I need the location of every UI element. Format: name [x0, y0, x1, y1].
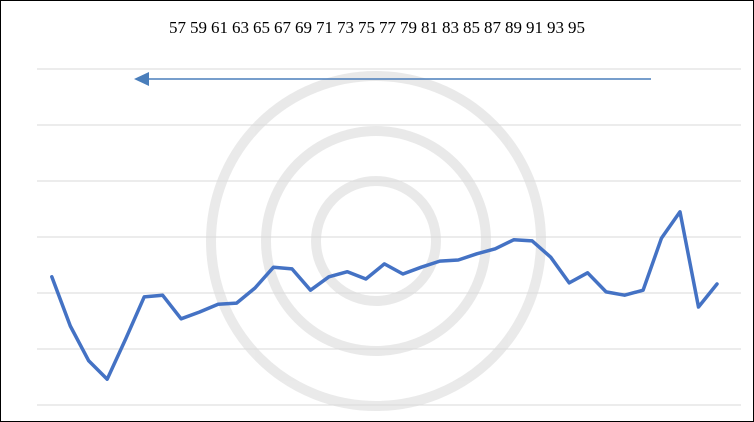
x-tick-label: 67: [274, 18, 291, 37]
x-tick-label: 89: [505, 18, 522, 37]
x-tick-label: 95: [568, 18, 585, 37]
x-tick-label: 77: [379, 18, 396, 37]
x-tick-label: 69: [295, 18, 312, 37]
x-tick-label: 85: [463, 18, 480, 37]
x-tick-label: 75: [358, 18, 375, 37]
x-tick-label: 71: [316, 18, 333, 37]
x-tick-label: 57: [169, 18, 186, 37]
x-tick-label: 59: [190, 18, 207, 37]
x-tick-label: 87: [484, 18, 501, 37]
x-tick-label: 61: [211, 18, 228, 37]
data-line: [50, 210, 719, 381]
x-tick-label: 91: [526, 18, 543, 37]
x-tick-label: 65: [253, 18, 270, 37]
x-tick-label: 73: [337, 18, 354, 37]
x-tick-label: 63: [232, 18, 249, 37]
x-tick-label: 81: [421, 18, 438, 37]
x-tick-label: 83: [442, 18, 459, 37]
x-tick-labels: 57 59 61 63 65 67 69 71 73 75 77 79 81 83 85 87 89 91 93 95: [1, 18, 753, 38]
x-tick-label: 93: [547, 18, 564, 37]
x-tick-label: 79: [400, 18, 417, 37]
arrow: [134, 72, 651, 86]
